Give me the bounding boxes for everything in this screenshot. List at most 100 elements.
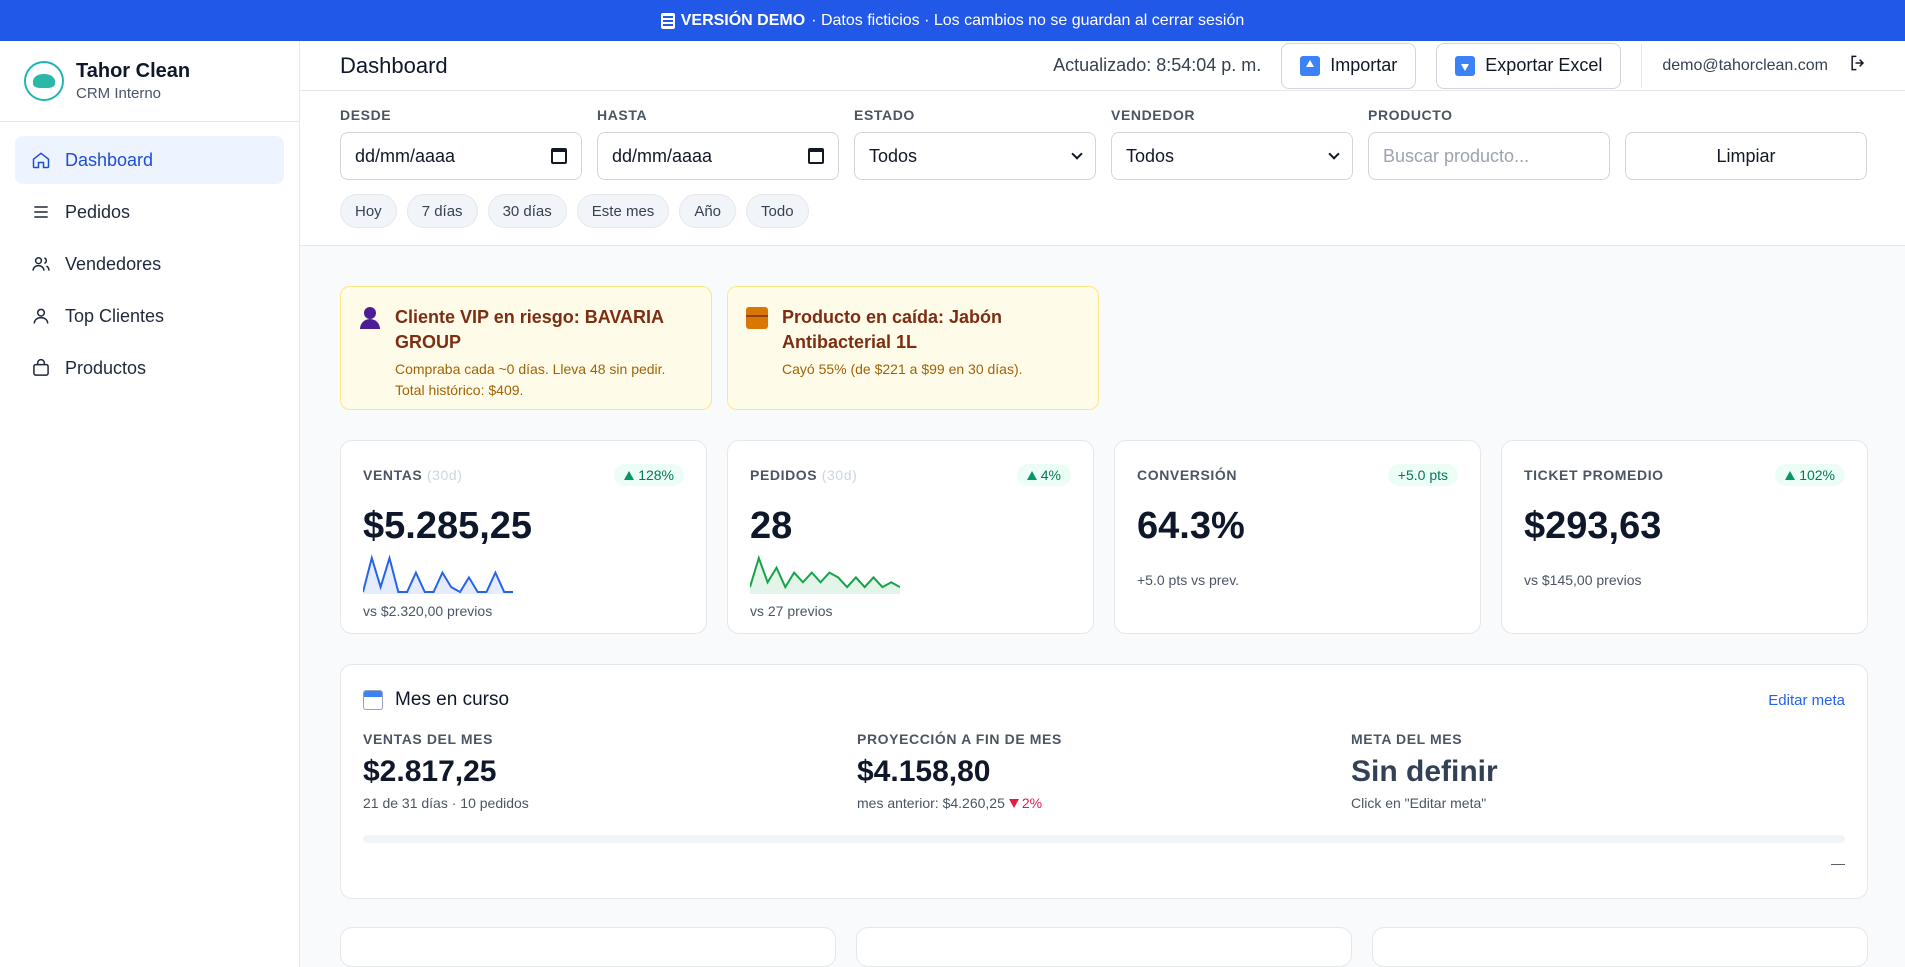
demo-banner: VERSIÓN DEMO · Datos ficticios · Los cam… [0,0,1905,41]
kpi-ticket-promedio: TICKET PROMEDIO 102% $293,63 vs $145,00 … [1501,440,1868,634]
trend-up-icon [1785,470,1796,480]
sidebar-item-label: Dashboard [65,149,154,170]
filter-from-label: DESDE [340,107,392,123]
logout-icon [1851,55,1865,71]
sparkline [749,554,901,594]
month-title: Mes en curso [395,689,510,710]
kpi-sub: vs $145,00 previos [1524,572,1642,588]
chip-hoy[interactable]: Hoy [340,194,397,228]
kpi-sub: +5.0 pts vs prev. [1137,572,1240,588]
bag-icon [33,359,49,376]
alert-desc: Cayó 55% (de $221 a $99 en 30 días). [782,361,1023,378]
alert-title: Producto en caída: Jabón Antibacterial 1… [782,307,1003,353]
person-icon [359,307,381,329]
import-button[interactable]: Importar [1281,42,1417,89]
sidebar-item-productos[interactable]: Productos [15,344,284,392]
month-goal: META DEL MES Sin definir Click en "Edita… [1351,731,1845,811]
calendar-icon[interactable] [808,148,824,164]
kpi-value: 28 [750,505,793,547]
filter-to: HASTA dd/mm/aaaa [597,107,839,180]
goal-label: META DEL MES [1351,731,1463,747]
kpi-cards: VENTAS (30d) 128% $5.285,25 vs $2.320,00… [340,440,1868,634]
month-sales: VENTAS DEL MES $2.817,25 21 de 31 días ·… [363,731,857,811]
month-sales-label: VENTAS DEL MES [363,731,494,747]
clear-filters-button[interactable]: Limpiar [1625,132,1867,180]
kpi-badge: 102% [1775,464,1845,486]
brand: Tahor Clean CRM Interno [0,41,299,122]
page-title: Dashboard [340,52,448,78]
date-from-input[interactable]: dd/mm/aaaa [340,132,582,180]
sidebar-nav: Dashboard Pedidos Vendedores Top Cliente… [0,122,299,410]
product-placeholder: Buscar producto... [1383,145,1530,166]
goal-value: Sin definir [1351,755,1498,788]
demo-banner-strong: VERSIÓN DEMO [680,11,806,29]
date-from-value: dd/mm/aaaa [355,145,456,166]
filter-status-label: ESTADO [854,107,915,123]
logout-button[interactable] [1848,53,1868,78]
sidebar-item-top-clientes[interactable]: Top Clientes [15,292,284,340]
import-label: Importar [1330,55,1398,75]
filter-from: DESDE dd/mm/aaaa [340,107,582,180]
kpi-conversion: CONVERSIÓN +5.0 pts 64.3% +5.0 pts vs pr… [1114,440,1481,634]
date-to-input[interactable]: dd/mm/aaaa [597,132,839,180]
alerts: Cliente VIP en riesgo: BAVARIA GROUP Com… [340,286,1868,410]
more-cards [340,927,1868,967]
sparkline-line [749,554,901,590]
kpi-label: CONVERSIÓN [1137,467,1238,483]
sidebar-item-label: Vendedores [65,253,162,274]
kpi-value: $293,63 [1524,505,1662,547]
projection-value: $4.158,80 [857,755,991,788]
trend-up-icon [624,470,635,480]
sidebar-item-pedidos[interactable]: Pedidos [15,188,284,236]
chevron-down-icon [1071,148,1083,160]
filters-panel: DESDE dd/mm/aaaa HASTA dd/mm/aaaa ESTADO [300,91,1905,246]
status-value: Todos [869,145,918,166]
chip-este-mes[interactable]: Este mes [576,194,670,228]
status-select[interactable]: Todos [854,132,1096,180]
chip-ano[interactable]: Año [679,194,737,228]
kpi-sub: vs 27 previos [750,603,833,619]
sparkline [362,554,513,594]
kpi-badge: 4% [1016,464,1071,486]
sidebar-item-vendedores[interactable]: Vendedores [15,240,284,288]
card-placeholder [340,927,836,967]
topbar: Dashboard Actualizado: 8:54:04 p. m. Imp… [300,41,1905,91]
trend-down-icon [1008,798,1019,808]
goal-progress-bar [363,835,1845,843]
sparkline-line [362,554,513,594]
filter-product: PRODUCTO Buscar producto... [1368,107,1610,180]
sidebar-item-dashboard[interactable]: Dashboard [15,136,284,184]
calendar-icon[interactable] [551,148,567,164]
chip-todo[interactable]: Todo [746,194,809,228]
alert-product-drop: Producto en caída: Jabón Antibacterial 1… [727,286,1099,410]
alert-vip-risk: Cliente VIP en riesgo: BAVARIA GROUP Com… [340,286,712,410]
kpi-badge: +5.0 pts [1387,464,1458,486]
users-icon [32,257,50,271]
seller-value: Todos [1126,145,1175,166]
export-excel-button[interactable]: Exportar Excel [1436,42,1622,89]
sparkline-area [363,558,513,594]
month-sales-sub: 21 de 31 días · 10 pedidos [363,795,529,811]
brand-name: Tahor Clean [76,60,191,82]
edit-goal-link[interactable]: Editar meta [1768,691,1845,709]
date-to-value: dd/mm/aaaa [612,145,713,166]
chip-7-dias[interactable]: 7 días [406,194,478,228]
brand-subtitle: CRM Interno [76,85,162,102]
updated-time: Actualizado: 8:54:04 p. m. [1053,55,1262,75]
topbar-divider [1641,43,1643,88]
filter-to-label: HASTA [597,107,648,123]
sidebar-item-label: Productos [65,357,147,378]
kpi-sub: vs $2.320,00 previos [363,603,493,619]
kpi-label: TICKET PROMEDIO [1524,467,1664,483]
kpi-ventas: VENTAS (30d) 128% $5.285,25 vs $2.320,00… [340,440,707,634]
product-search-input[interactable]: Buscar producto... [1368,132,1610,180]
upload-icon [1300,55,1321,76]
brand-logo [24,61,64,101]
kpi-badge: 128% [614,464,684,486]
card-placeholder [856,927,1352,967]
chip-30-dias[interactable]: 30 días [487,194,567,228]
package-icon [746,307,768,329]
kpi-value: $5.285,25 [363,505,533,547]
goal-progress-text: — [1831,855,1845,871]
seller-select[interactable]: Todos [1111,132,1353,180]
